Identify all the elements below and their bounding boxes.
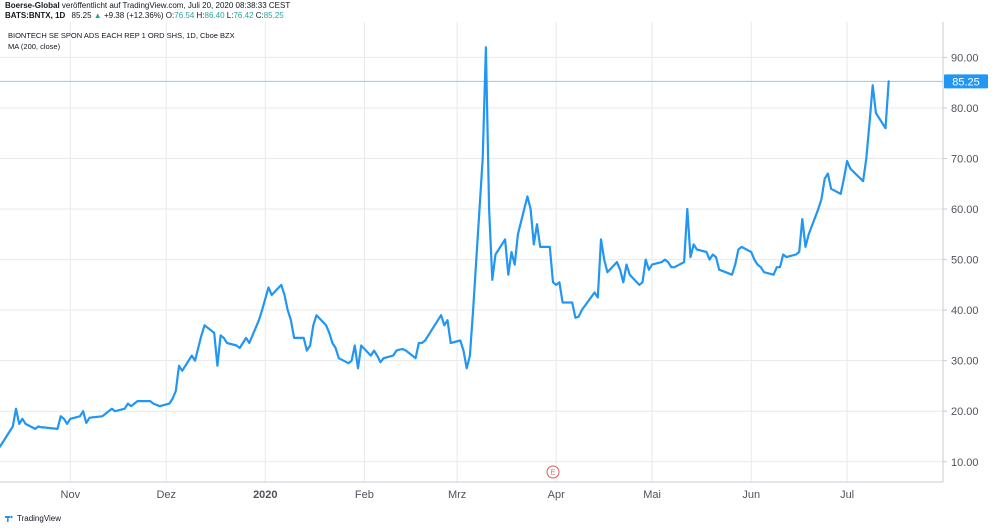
series-legend-title[interactable]: BIONTECH SE SPON ADS EACH REP 1 ORD SHS,… <box>8 31 235 40</box>
ohlc-open-value: 76.54 <box>174 11 195 20</box>
time-axis[interactable]: Nov Dez 2020 Feb Mrz Apr Mai Jun Jul <box>61 489 855 501</box>
y-tick-label: 80.00 <box>951 103 979 115</box>
ohlc-close-value: 85.25 <box>263 11 284 20</box>
last-price-label-text: 85.25 <box>952 76 980 88</box>
y-tick-label: 90.00 <box>951 52 979 64</box>
y-tick-label: 60.00 <box>951 204 979 216</box>
chart-header: Boerse-Global veröffentlicht auf Trading… <box>0 0 1000 22</box>
tradingview-logo-icon <box>5 515 13 522</box>
y-tick-label: 30.00 <box>951 356 979 368</box>
symbol-label[interactable]: BATS:BNTX, 1D <box>5 11 66 20</box>
y-tick-label: 70.00 <box>951 153 979 165</box>
published-text: veröffentlicht auf TradingView.com, Juli… <box>61 1 291 10</box>
earnings-marker-label: E <box>551 470 556 477</box>
x-tick-label: Mrz <box>448 489 466 501</box>
x-tick-label: Jun <box>742 489 760 501</box>
ohlc-low-key: L: <box>226 11 234 20</box>
change-value: +9.38 (+12.36%) <box>103 11 164 20</box>
ohlc-high-key: H: <box>196 11 205 20</box>
x-tick-label: Apr <box>548 489 565 501</box>
x-tick-label: Nov <box>61 489 81 501</box>
price-series-line[interactable] <box>0 46 890 448</box>
chart-background <box>0 22 1000 512</box>
y-tick-label: 20.00 <box>951 406 979 418</box>
price-axis[interactable]: 10.00 20.00 30.00 40.00 50.00 60.00 70.00 80.00… <box>943 52 979 469</box>
x-tick-label: Feb <box>355 489 374 501</box>
earnings-marker-circle <box>546 465 560 479</box>
ohlc-open-key: O: <box>165 11 175 20</box>
x-tick-label: Mai <box>643 489 661 501</box>
earnings-marker[interactable]: E <box>546 465 560 479</box>
publish-line: Boerse-Global veröffentlicht auf Trading… <box>5 1 290 10</box>
y-tick-label: 50.00 <box>951 255 979 267</box>
author-name[interactable]: Boerse-Global <box>5 1 60 10</box>
ohlc-low-value: 76.42 <box>233 11 254 20</box>
last-price-label: 85.25 <box>944 74 988 89</box>
footer-brand-text: TradingView <box>17 514 62 523</box>
footer-brand[interactable]: TradingView <box>5 514 61 523</box>
last-price-label-bg <box>944 74 988 89</box>
y-tick-label: 10.00 <box>951 457 979 469</box>
x-tick-label: 2020 <box>253 489 277 501</box>
quote-line: BATS:BNTX, 1D 85.25 ▲ +9.38 (+12.36%) O:… <box>5 11 284 20</box>
change-arrow: ▲ <box>93 11 102 20</box>
x-tick-label: Jul <box>840 489 854 501</box>
x-tick-label: Dez <box>156 489 176 501</box>
ohlc-close-key: C: <box>255 11 264 20</box>
last-price: 85.25 <box>71 11 92 20</box>
price-chart[interactable]: 10.00 20.00 30.00 40.00 50.00 60.00 70.00 80.00… <box>0 22 1000 512</box>
y-tick-label: 40.00 <box>951 305 979 317</box>
indicator-legend[interactable]: MA (200, close) <box>8 42 61 51</box>
ohlc-high-value: 86.40 <box>204 11 225 20</box>
